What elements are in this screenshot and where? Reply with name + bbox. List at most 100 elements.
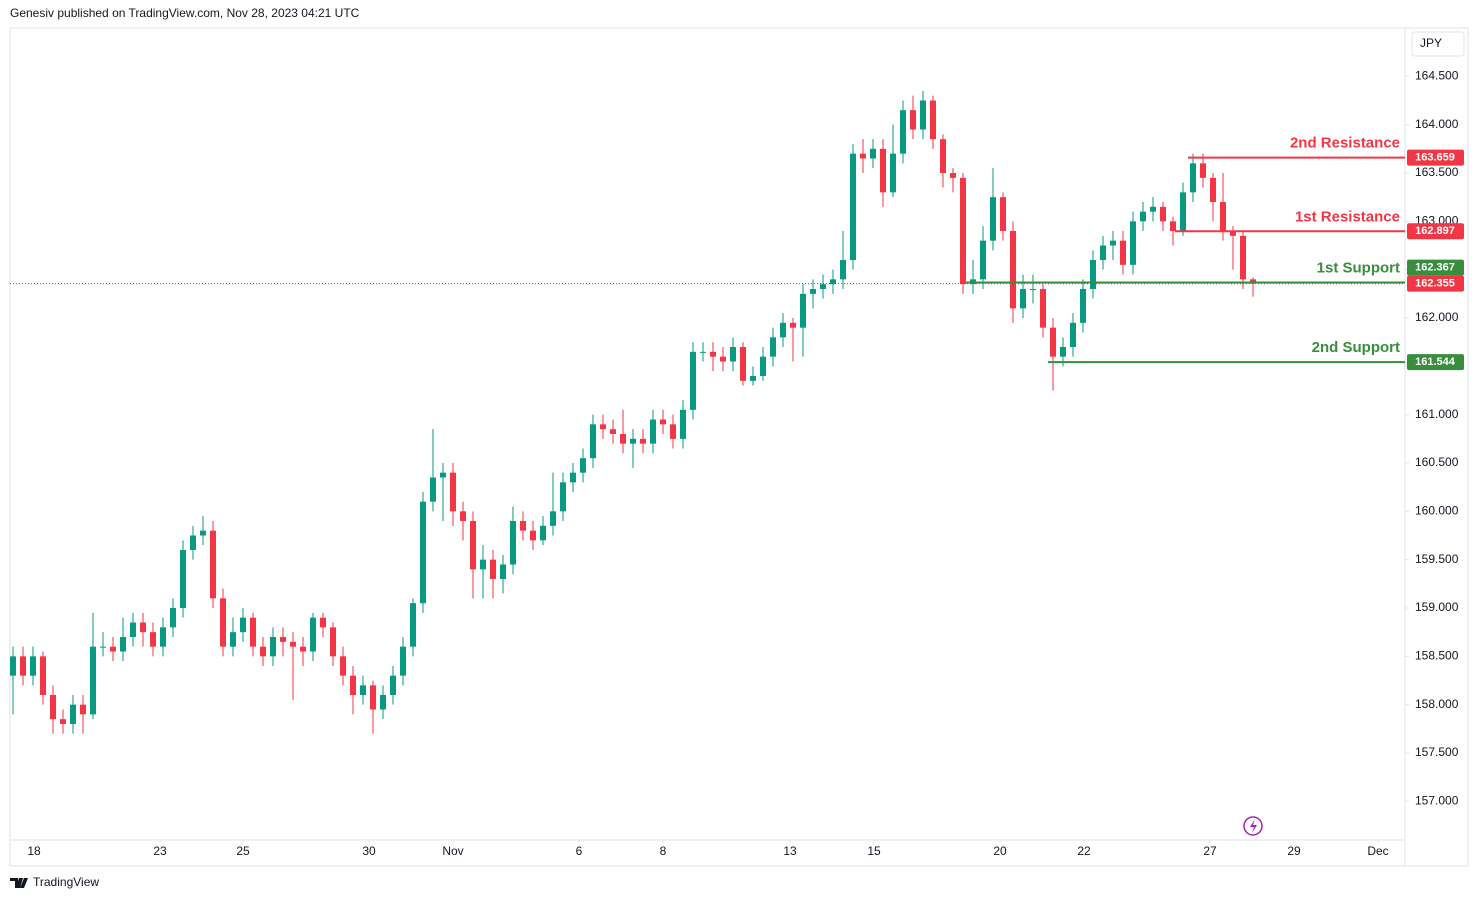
candle-body	[790, 322, 796, 328]
y-tick-label: 160.000	[1415, 504, 1459, 518]
last-price-label: 162.355	[1415, 278, 1455, 290]
lightning-icon[interactable]	[1243, 816, 1263, 836]
candle-body	[800, 293, 806, 328]
candle-body	[440, 472, 446, 478]
candle-body	[290, 641, 296, 647]
candle-body	[1230, 231, 1236, 236]
y-tick-label: 164.000	[1415, 117, 1459, 131]
candle-body	[150, 632, 156, 647]
candle-body	[700, 351, 706, 353]
candle-body	[1110, 240, 1116, 246]
candle-body	[300, 646, 306, 652]
y-tick-label: 158.500	[1415, 649, 1459, 663]
candle-body	[550, 511, 556, 526]
x-tick-label: 6	[576, 844, 583, 858]
candle-body	[500, 564, 506, 579]
candle-body	[640, 438, 646, 444]
candle-body	[350, 675, 356, 695]
candle-body	[340, 656, 346, 676]
candle-body	[860, 153, 866, 159]
candle-body	[960, 177, 966, 285]
tv-logo: TradingView	[10, 875, 99, 889]
candle-body	[750, 376, 756, 381]
x-tick-label: 13	[783, 844, 797, 858]
y-tick-label: 159.500	[1415, 552, 1459, 566]
candle-body	[1050, 327, 1056, 357]
candle-body	[650, 419, 656, 444]
candle-body	[10, 656, 16, 676]
candle-body	[170, 608, 176, 628]
candle-body	[400, 646, 406, 676]
candle-body	[1120, 240, 1126, 265]
x-tick-label: Nov	[442, 844, 463, 858]
candle-body	[1240, 235, 1246, 280]
candle-body	[240, 617, 246, 633]
icon-bolt	[1250, 819, 1257, 833]
candle-body	[1170, 221, 1176, 231]
candle-body	[370, 685, 376, 710]
level-name: 2nd Support	[1312, 339, 1400, 356]
candle-body	[480, 559, 486, 570]
candle-body	[1180, 192, 1186, 231]
level-price-label: 161.544	[1415, 356, 1456, 368]
candle-body	[1070, 322, 1076, 347]
candle-body	[920, 100, 926, 130]
candle-body	[110, 646, 116, 652]
x-tick-label: 18	[27, 844, 41, 858]
y-tick-label: 157.000	[1415, 794, 1459, 808]
candle-body	[260, 646, 266, 657]
candle-body	[1060, 347, 1066, 357]
candle-body	[450, 472, 456, 512]
candle-body	[540, 525, 546, 541]
candle-body	[840, 260, 846, 280]
candle-body	[770, 337, 776, 357]
x-tick-label: Dec	[1367, 844, 1388, 858]
candle-body	[670, 424, 676, 439]
candle-body	[190, 535, 196, 550]
candle-body	[130, 622, 136, 637]
candle-body	[630, 438, 636, 444]
candle-body	[330, 627, 336, 657]
level-name: 1st Resistance	[1295, 208, 1400, 225]
currency-label: JPY	[1420, 36, 1442, 50]
plot-area	[10, 90, 1256, 734]
icon-circle	[1243, 816, 1263, 836]
candle-body	[1100, 245, 1106, 260]
candle-body	[900, 110, 906, 154]
currency-box[interactable]	[1411, 31, 1465, 57]
candle-body	[380, 695, 386, 710]
x-tick-label: 8	[660, 844, 667, 858]
x-tick-label: 15	[867, 844, 881, 858]
y-tick-label: 160.500	[1415, 455, 1459, 469]
candle-body	[1250, 279, 1256, 284]
candle-body	[810, 289, 816, 294]
candle-body	[430, 477, 436, 502]
candle-body	[1220, 202, 1226, 231]
candle-body	[990, 197, 996, 241]
candle-body	[1210, 177, 1216, 202]
candle-body	[270, 637, 276, 657]
candle-body	[100, 646, 106, 648]
candle-body	[1010, 231, 1016, 309]
y-tick-label: 157.500	[1415, 745, 1459, 759]
candle-body	[1040, 289, 1046, 328]
candle-body	[20, 656, 26, 676]
candle-body	[1080, 289, 1086, 323]
candle-body	[210, 530, 216, 599]
candle-body	[30, 656, 36, 676]
candle-body	[870, 148, 876, 159]
candle-body	[680, 409, 686, 439]
candle-body	[460, 511, 466, 521]
candle-body	[120, 637, 126, 652]
candle-body	[620, 434, 626, 444]
y-tick-label: 164.500	[1415, 69, 1459, 83]
candle-body	[930, 100, 936, 140]
candle-body	[530, 530, 536, 541]
candle-body	[940, 139, 946, 173]
candle-body	[1140, 211, 1146, 222]
level-price-box	[1407, 259, 1464, 276]
candle-body	[80, 704, 86, 715]
x-tick-label: 20	[993, 844, 1007, 858]
level-price-box	[1407, 354, 1464, 371]
